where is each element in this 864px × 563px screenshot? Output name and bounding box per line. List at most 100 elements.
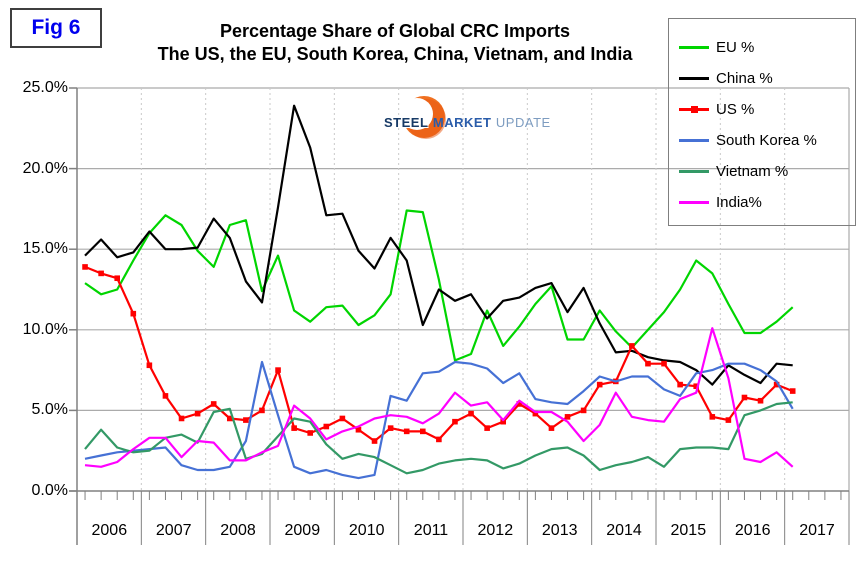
us-data-marker bbox=[629, 343, 635, 349]
legend-label: EU % bbox=[716, 39, 755, 56]
us-data-marker bbox=[436, 436, 442, 443]
us-data-marker bbox=[419, 428, 426, 435]
us-data-marker bbox=[548, 425, 555, 431]
china-line-swatch bbox=[679, 77, 709, 80]
us-data-marker bbox=[564, 414, 571, 420]
us-data-marker bbox=[114, 275, 121, 282]
us-data-marker bbox=[452, 418, 458, 425]
us-data-marker bbox=[580, 407, 587, 414]
south-korea-line-swatch bbox=[679, 139, 709, 142]
us-line-swatch bbox=[679, 105, 709, 113]
us-data-marker bbox=[387, 425, 394, 431]
us-data-marker bbox=[645, 360, 651, 367]
us-data-marker bbox=[194, 410, 201, 417]
us-data-marker bbox=[339, 415, 346, 422]
us-data-marker bbox=[259, 407, 265, 414]
logo-word-market: MARKET bbox=[432, 115, 492, 130]
us-data-marker bbox=[500, 418, 507, 425]
series-line-eu bbox=[84, 209, 794, 362]
legend-item-vietnam: Vietnam % bbox=[669, 156, 855, 187]
us-data-marker bbox=[275, 367, 281, 373]
series-line-india bbox=[84, 327, 794, 468]
logo-text: STEEL MARKET UPDATE bbox=[384, 114, 551, 132]
x-axis-label: 2016 bbox=[734, 522, 771, 539]
chart-title: Percentage Share of Global CRC Imports T… bbox=[60, 20, 730, 66]
x-axis-label: 2008 bbox=[220, 522, 256, 539]
us-marker-icon bbox=[691, 105, 698, 113]
us-data-marker bbox=[693, 383, 700, 390]
x-axis-label: 2014 bbox=[606, 522, 642, 539]
logo-word-steel: STEEL bbox=[384, 115, 429, 130]
legend-item-china: China % bbox=[669, 63, 855, 94]
us-data-marker bbox=[773, 381, 780, 388]
x-axis-label: 2015 bbox=[670, 522, 707, 539]
us-data-marker bbox=[371, 438, 378, 444]
us-data-marker bbox=[98, 270, 104, 277]
series-line-china bbox=[84, 104, 793, 386]
logo-swoosh-icon bbox=[401, 96, 446, 139]
us-data-marker bbox=[789, 388, 796, 394]
legend-label: India% bbox=[716, 194, 762, 211]
y-axis-label: 20.0% bbox=[22, 159, 68, 177]
y-axis-label: 15.0% bbox=[22, 240, 68, 258]
india-line-swatch bbox=[679, 201, 709, 204]
us-data-marker bbox=[725, 417, 732, 423]
logo-word-update: UPDATE bbox=[495, 115, 551, 130]
us-data-marker bbox=[677, 381, 683, 388]
x-axis-label: 2007 bbox=[155, 522, 192, 539]
us-data-marker bbox=[532, 410, 539, 417]
x-axis-label: 2013 bbox=[541, 522, 578, 539]
y-axis-label: 0.0% bbox=[31, 482, 68, 499]
us-data-marker bbox=[757, 397, 764, 404]
us-data-marker bbox=[162, 393, 169, 399]
us-data-marker bbox=[243, 417, 249, 423]
x-axis-label: 2012 bbox=[477, 522, 514, 539]
legend-label: Vietnam % bbox=[716, 163, 789, 180]
y-axis-label: 25.0% bbox=[22, 79, 68, 96]
chart-title-line1: Percentage Share of Global CRC Imports bbox=[219, 21, 571, 41]
x-axis-label: 2017 bbox=[799, 522, 835, 539]
us-data-marker bbox=[355, 426, 362, 433]
us-data-marker bbox=[661, 360, 667, 367]
us-data-marker bbox=[468, 410, 474, 417]
us-data-marker bbox=[146, 362, 153, 369]
us-data-marker bbox=[596, 381, 603, 388]
legend-item-india: India% bbox=[669, 187, 855, 218]
us-data-marker bbox=[130, 310, 137, 317]
legend-item-south-korea: South Korea % bbox=[669, 125, 855, 156]
us-data-marker bbox=[484, 425, 490, 431]
x-axis-label: 2006 bbox=[91, 522, 128, 539]
x-axis-label: 2010 bbox=[348, 522, 385, 539]
series-line-vietnam bbox=[84, 401, 793, 475]
vietnam-line-swatch bbox=[679, 170, 709, 173]
chart-title-line2: The US, the EU, South Korea, China, Viet… bbox=[157, 44, 633, 64]
legend-label: China % bbox=[716, 70, 773, 87]
us-data-marker bbox=[226, 415, 233, 422]
us-data-marker bbox=[307, 430, 314, 436]
us-data-marker bbox=[516, 401, 523, 407]
us-data-marker bbox=[178, 415, 185, 422]
legend-label: US % bbox=[716, 101, 755, 118]
figure-number-box: Fig 6 bbox=[10, 8, 102, 48]
us-data-marker bbox=[403, 428, 410, 435]
us-data-marker bbox=[291, 425, 297, 431]
legend-item-us: US % bbox=[669, 94, 855, 125]
legend: EU % China % US % South Korea % Vietnam … bbox=[668, 18, 856, 226]
y-axis-label: 10.0% bbox=[22, 320, 68, 338]
us-data-marker bbox=[741, 394, 748, 401]
us-data-marker bbox=[210, 401, 217, 407]
legend-item-eu: EU % bbox=[669, 32, 855, 63]
y-axis-label: 5.0% bbox=[31, 401, 68, 419]
x-axis-label: 2009 bbox=[284, 522, 321, 539]
us-data-marker bbox=[709, 414, 716, 420]
legend-label: South Korea % bbox=[716, 132, 817, 149]
us-data-marker bbox=[323, 423, 330, 430]
x-axis-label: 2011 bbox=[413, 522, 449, 539]
steel-market-update-logo: STEEL MARKET UPDATE bbox=[368, 94, 568, 144]
eu-line-swatch bbox=[679, 46, 709, 49]
us-data-marker bbox=[82, 264, 88, 270]
figure-number-label: Fig 6 bbox=[31, 16, 81, 39]
series-line-southkorea bbox=[84, 360, 794, 480]
